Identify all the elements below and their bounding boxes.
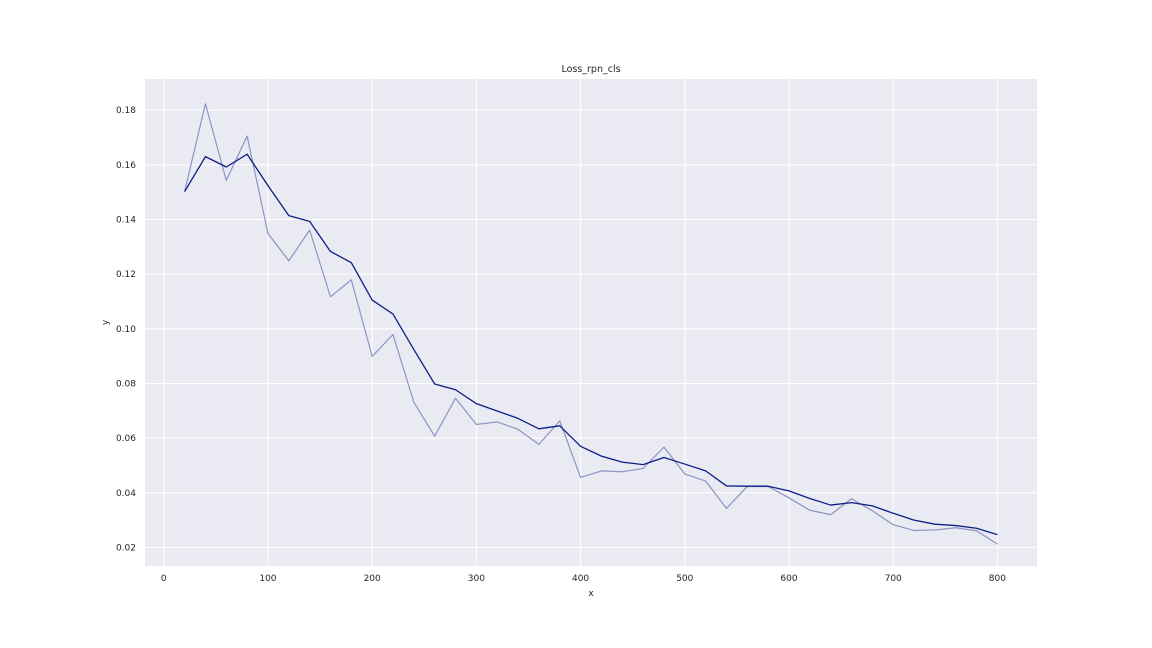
y-tick-label: 0.08 (116, 379, 136, 389)
x-tick-label: 300 (468, 574, 485, 584)
x-tick-label: 700 (885, 574, 902, 584)
x-tick-label: 0 (161, 574, 167, 584)
x-tick-label: 500 (676, 574, 693, 584)
y-axis-title: y (101, 319, 111, 325)
series-layer (184, 103, 998, 545)
y-tick-label: 0.12 (116, 270, 136, 280)
plot-area (145, 79, 1037, 566)
y-tick-label: 0.02 (116, 543, 136, 553)
y-axis-ticks: 0.02 0.04 0.06 0.08 0.10 0.12 0.14 0.16 0.18 (116, 106, 136, 553)
series-line-smoothed (184, 153, 998, 536)
y-tick-label: 0.18 (116, 106, 136, 116)
grid-lines (145, 79, 1037, 566)
x-tick-label: 600 (780, 574, 797, 584)
x-tick-label: 800 (989, 574, 1006, 584)
chart-title: Loss_rpn_cls (561, 64, 620, 75)
y-tick-label: 0.14 (116, 215, 136, 225)
x-axis-ticks: 0 100 200 300 400 500 600 700 800 (161, 574, 1006, 584)
y-tick-label: 0.10 (116, 325, 136, 335)
x-tick-label: 200 (364, 574, 381, 584)
x-tick-label: 100 (259, 574, 276, 584)
x-tick-label: 400 (572, 574, 589, 584)
y-tick-label: 0.04 (116, 489, 136, 499)
y-tick-label: 0.06 (116, 434, 136, 444)
y-tick-label: 0.16 (116, 161, 136, 171)
x-axis-title: x (588, 589, 594, 599)
